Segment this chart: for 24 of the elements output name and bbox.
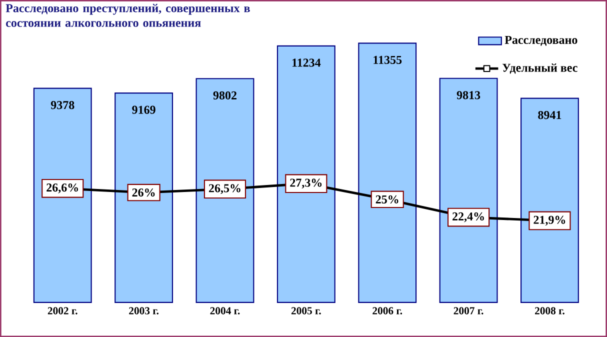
x-tick-label: 2002 г. <box>48 307 78 314</box>
bar <box>520 98 579 303</box>
data-label: 8941 <box>538 110 562 120</box>
legend-label: Удельный вес <box>502 63 578 74</box>
bar <box>33 88 92 303</box>
bar <box>276 45 336 303</box>
x-tick-label: 2008 г. <box>535 307 564 314</box>
data-label: 11234 <box>292 58 321 67</box>
data-label: 11355 <box>374 56 402 64</box>
bar <box>439 78 498 303</box>
data-label: 9813 <box>456 91 480 100</box>
data-label: 9169 <box>132 106 156 114</box>
x-tick-label: 2003 г. <box>129 307 158 314</box>
data-label: 9802 <box>213 91 236 100</box>
x-tick-label: 2005 г. <box>291 307 321 314</box>
bar <box>196 78 254 303</box>
bar <box>358 42 417 303</box>
x-tick-label: 2006 г. <box>372 307 402 314</box>
x-tick-label: 2007 г. <box>454 307 484 314</box>
data-label: 9378 <box>50 100 74 110</box>
x-tick-label: 2004 г. <box>210 307 240 314</box>
chart-title: Расследовано преступлений, совершенных в состоянии алкогольного опьянения <box>6 4 250 27</box>
bar <box>114 92 174 303</box>
legend-label: Расследовано <box>504 36 578 46</box>
